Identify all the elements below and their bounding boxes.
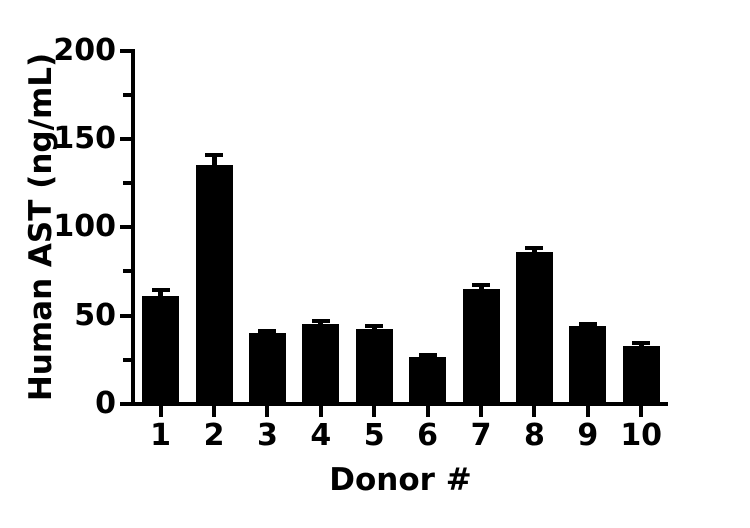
- error-bar-stem: [211, 154, 217, 167]
- y-minor-tick: [123, 269, 132, 274]
- bar-donor-7: [462, 289, 500, 404]
- x-tick: [265, 406, 270, 417]
- y-tick-label: 0: [95, 386, 116, 421]
- x-tick-label: 7: [470, 418, 492, 453]
- error-bar-stem: [264, 330, 270, 336]
- x-tick: [212, 406, 216, 417]
- error-bar-cap: [311, 318, 330, 323]
- bar-donor-8: [515, 252, 553, 404]
- x-axis-title: Donor #: [329, 462, 472, 498]
- y-minor-tick: [123, 181, 132, 186]
- x-tick: [318, 406, 323, 417]
- x-tick: [532, 406, 537, 417]
- x-tick-label: 3: [256, 418, 278, 453]
- x-tick-label: 5: [363, 418, 385, 453]
- y-axis-line: [131, 48, 135, 406]
- bar-donor-9: [569, 326, 607, 404]
- error-bar-stem: [478, 284, 484, 292]
- y-tick-label: 200: [53, 32, 116, 68]
- error-bar-stem: [638, 343, 644, 348]
- y-tick-label: 50: [74, 297, 116, 333]
- x-tick: [479, 406, 483, 417]
- x-tick-label: 6: [417, 418, 439, 453]
- error-bar-stem: [371, 326, 377, 331]
- x-tick-label: 2: [203, 418, 225, 453]
- y-major-tick: [120, 48, 132, 53]
- x-tick-label: 10: [620, 418, 663, 453]
- bar-donor-5: [355, 328, 393, 404]
- x-tick: [639, 406, 644, 417]
- error-bar-cap: [472, 282, 490, 287]
- x-tick-label: 9: [577, 418, 599, 453]
- x-axis-line: [120, 402, 668, 406]
- x-tick-label: 8: [523, 418, 545, 453]
- error-bar-stem: [585, 323, 591, 329]
- error-bar-stem: [531, 247, 537, 255]
- error-bar-stem: [158, 290, 164, 299]
- x-tick-label: 1: [150, 418, 172, 453]
- x-tick-label: 4: [310, 418, 332, 453]
- error-bar-cap: [525, 245, 544, 250]
- x-tick: [425, 406, 430, 417]
- error-bar-cap: [365, 324, 384, 329]
- error-bar-cap: [151, 288, 170, 293]
- bar-donor-1: [142, 296, 180, 404]
- y-major-tick: [120, 136, 132, 141]
- error-bar-cap: [632, 341, 651, 346]
- error-bar-cap: [205, 152, 223, 157]
- y-minor-tick: [123, 357, 132, 362]
- error-bar-cap: [258, 328, 277, 333]
- y-tick-label: 100: [53, 209, 116, 245]
- y-major-tick: [120, 313, 132, 318]
- bar-donor-6: [409, 357, 447, 404]
- error-bar-stem: [318, 320, 324, 326]
- x-tick: [158, 406, 163, 417]
- y-minor-tick: [123, 92, 132, 97]
- x-tick: [585, 406, 590, 417]
- y-major-tick: [120, 225, 132, 230]
- bar-donor-2: [195, 164, 233, 404]
- y-tick-label: 150: [53, 120, 116, 156]
- bar-donor-4: [302, 323, 340, 404]
- x-tick: [372, 406, 377, 417]
- bar-donor-10: [622, 345, 660, 404]
- error-bar-cap: [578, 321, 597, 326]
- y-major-tick: [120, 402, 132, 406]
- error-bar-cap: [418, 353, 437, 358]
- bar-donor-3: [248, 333, 286, 404]
